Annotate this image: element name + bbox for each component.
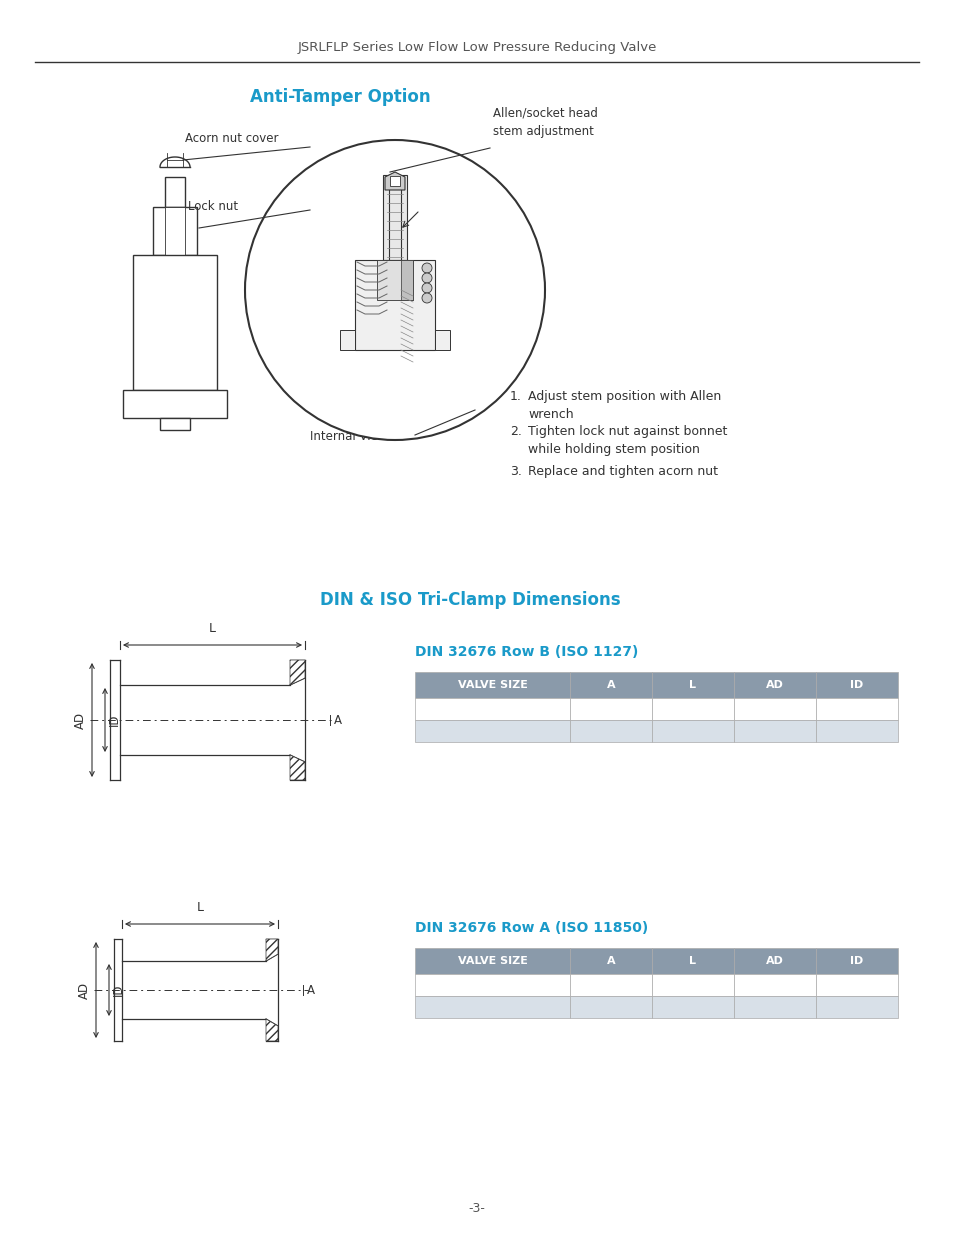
Polygon shape	[385, 172, 405, 190]
Bar	[415, 974, 569, 995]
Bar	[815, 720, 897, 742]
Bar	[355, 261, 435, 350]
Bar	[160, 417, 190, 430]
Text: A: A	[307, 983, 314, 997]
Text: A: A	[334, 714, 341, 726]
Text: ID: ID	[849, 680, 862, 690]
Bar	[733, 948, 815, 974]
Text: Acorn nut cover: Acorn nut cover	[185, 131, 278, 144]
Text: L: L	[196, 902, 203, 914]
Bar	[651, 672, 733, 698]
Text: Replace and tighten acorn nut: Replace and tighten acorn nut	[527, 466, 718, 478]
Bar	[815, 974, 897, 995]
Polygon shape	[266, 1019, 277, 1041]
Bar	[415, 698, 569, 720]
Bar	[569, 995, 651, 1018]
Polygon shape	[290, 755, 305, 781]
Text: ID: ID	[849, 956, 862, 966]
Bar	[569, 698, 651, 720]
Polygon shape	[266, 939, 277, 961]
Text: ID: ID	[108, 714, 121, 726]
Bar	[152, 207, 196, 254]
Circle shape	[421, 273, 432, 283]
Bar	[815, 698, 897, 720]
Bar	[382, 175, 407, 261]
Text: JSRLFLP Series Low Flow Low Pressure Reducing Valve: JSRLFLP Series Low Flow Low Pressure Red…	[297, 42, 656, 54]
Text: VALVE SIZE: VALVE SIZE	[457, 956, 527, 966]
Bar	[815, 995, 897, 1018]
Text: 1.: 1.	[510, 390, 521, 403]
Bar	[569, 974, 651, 995]
Text: VALVE SIZE: VALVE SIZE	[457, 680, 527, 690]
Bar	[165, 207, 185, 254]
Bar	[415, 995, 569, 1018]
Bar	[651, 995, 733, 1018]
Text: L: L	[689, 956, 696, 966]
Bar	[733, 698, 815, 720]
Bar	[435, 330, 450, 350]
Text: AD: AD	[765, 680, 783, 690]
Bar	[733, 995, 815, 1018]
Bar	[733, 974, 815, 995]
Bar	[651, 720, 733, 742]
Bar	[123, 390, 227, 417]
Text: A: A	[606, 680, 615, 690]
Bar	[815, 672, 897, 698]
Circle shape	[421, 263, 432, 273]
Bar	[733, 720, 815, 742]
Text: ID: ID	[112, 984, 125, 997]
Text: L: L	[689, 680, 696, 690]
Text: A: A	[606, 956, 615, 966]
Bar	[733, 672, 815, 698]
Bar	[415, 948, 569, 974]
Bar	[569, 672, 651, 698]
Text: 2.: 2.	[510, 425, 521, 438]
Polygon shape	[290, 659, 305, 685]
Text: -3-: -3-	[468, 1202, 485, 1214]
Text: L: L	[209, 622, 215, 635]
Bar	[651, 974, 733, 995]
Bar	[132, 254, 216, 390]
Bar	[569, 720, 651, 742]
Bar	[165, 177, 185, 207]
Bar	[651, 698, 733, 720]
Text: Internal View: Internal View	[310, 431, 387, 443]
Text: DIN & ISO Tri-Clamp Dimensions: DIN & ISO Tri-Clamp Dimensions	[319, 592, 620, 609]
Bar	[415, 720, 569, 742]
Circle shape	[421, 283, 432, 293]
Bar	[815, 948, 897, 974]
Text: AD: AD	[78, 982, 91, 999]
Text: AD: AD	[74, 711, 87, 729]
Bar	[390, 177, 399, 186]
Text: Tighten lock nut against bonnet
while holding stem position: Tighten lock nut against bonnet while ho…	[527, 425, 726, 456]
Bar	[651, 948, 733, 974]
Bar	[376, 261, 413, 300]
Text: AD: AD	[765, 956, 783, 966]
Text: Adjust stem position with Allen
wrench: Adjust stem position with Allen wrench	[527, 390, 720, 421]
Bar	[400, 261, 413, 300]
Text: Anti-Tamper Option: Anti-Tamper Option	[250, 88, 430, 106]
Circle shape	[421, 293, 432, 303]
Bar	[339, 330, 355, 350]
Text: Lock nut: Lock nut	[188, 200, 238, 214]
Text: DIN 32676 Row A (ISO 11850): DIN 32676 Row A (ISO 11850)	[415, 921, 648, 935]
Bar	[415, 672, 569, 698]
Bar	[569, 948, 651, 974]
Text: Allen/socket head
stem adjustment: Allen/socket head stem adjustment	[493, 107, 598, 138]
Text: 3.: 3.	[510, 466, 521, 478]
Circle shape	[245, 140, 544, 440]
Text: DIN 32676 Row B (ISO 1127): DIN 32676 Row B (ISO 1127)	[415, 645, 638, 659]
